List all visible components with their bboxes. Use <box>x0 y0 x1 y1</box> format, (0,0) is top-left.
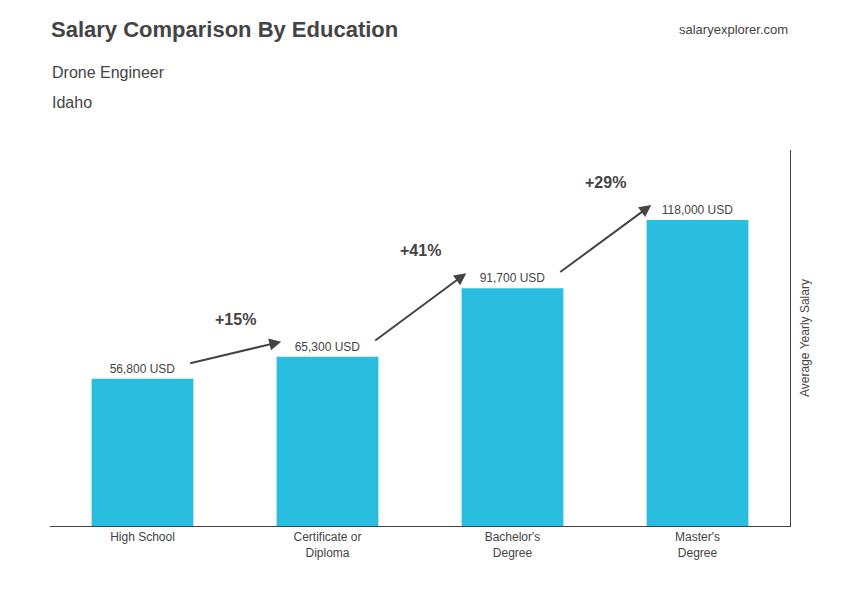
svg-text:+15%: +15% <box>215 311 256 328</box>
svg-text:+41%: +41% <box>400 242 441 259</box>
svg-text:Idaho: Idaho <box>52 94 92 111</box>
svg-text:Salary Comparison By Education: Salary Comparison By Education <box>51 17 398 42</box>
svg-text:Drone Engineer: Drone Engineer <box>52 64 165 81</box>
svg-text:Master'sDegree: Master'sDegree <box>675 530 720 560</box>
svg-text:118,000 USD: 118,000 USD <box>662 203 733 217</box>
svg-text:salaryexplorer.com: salaryexplorer.com <box>679 22 788 37</box>
svg-text:High School: High School <box>110 530 175 544</box>
svg-text:Bachelor'sDegree: Bachelor'sDegree <box>485 530 541 560</box>
svg-text:56,800 USD: 56,800 USD <box>110 362 176 376</box>
svg-text:65,300 USD: 65,300 USD <box>295 340 361 354</box>
svg-text:91,700 USD: 91,700 USD <box>480 271 546 285</box>
svg-text:+29%: +29% <box>585 174 626 191</box>
svg-text:Average Yearly Salary: Average Yearly Salary <box>798 279 812 397</box>
svg-text:Certificate orDiploma: Certificate orDiploma <box>293 530 361 560</box>
